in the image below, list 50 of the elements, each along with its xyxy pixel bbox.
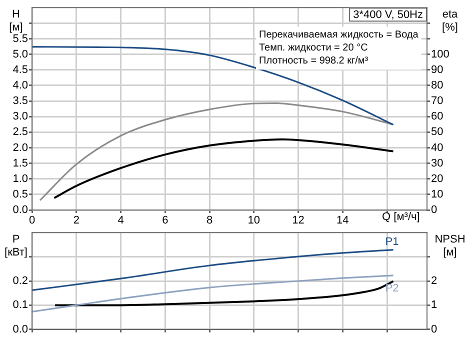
y2-tick-label: 90 bbox=[431, 64, 444, 76]
chart-title: 3*400 V, 50Hz bbox=[353, 9, 424, 22]
y2-tick-label: 30 bbox=[431, 157, 444, 170]
line-series bbox=[53, 138, 394, 200]
y2-tick-label: 0 bbox=[431, 323, 438, 336]
y-tick-label: 5.5 bbox=[12, 32, 28, 45]
x-tick-label: 12 bbox=[292, 214, 304, 227]
series-label: P1 bbox=[385, 236, 399, 248]
y2-tick-label: 100 bbox=[431, 48, 450, 60]
x-tick-label: 2 bbox=[73, 214, 80, 227]
y-tick-label: 1.0 bbox=[12, 172, 28, 185]
y-tick-label: 3.5 bbox=[12, 95, 28, 108]
y-tick-label: 0.1 bbox=[12, 299, 28, 312]
annotation: Плотность = 998.2 кг/м³ bbox=[259, 55, 369, 66]
y-axis-title: P [кВт] bbox=[4, 234, 28, 259]
y2-tick-label: 70 bbox=[431, 95, 444, 108]
x-tick-label: 10 bbox=[248, 214, 260, 227]
line-series bbox=[39, 102, 394, 202]
x-tick-label: 14 bbox=[336, 214, 349, 227]
y2-tick-label: 2 bbox=[431, 275, 438, 288]
x-tick-label: 8 bbox=[206, 214, 213, 227]
y-tick-label: 0.2 bbox=[12, 275, 28, 288]
y-tick-label: 0.0 bbox=[12, 204, 28, 216]
y-tick-label: 1.5 bbox=[12, 157, 28, 170]
y2-tick-label: 0 bbox=[431, 204, 438, 216]
y-tick-label: 2.0 bbox=[12, 142, 28, 154]
y-tick-label: 0.0 bbox=[12, 323, 28, 336]
annotation: Перекачиваемая жидкость = Вода bbox=[259, 29, 419, 40]
series-label: P2 bbox=[385, 282, 399, 294]
y2-tick-label: 1 bbox=[431, 299, 438, 312]
annotation: Темп. жидкости = 20 °C bbox=[259, 42, 368, 54]
y2-tick-label: 40 bbox=[431, 142, 444, 154]
y-tick-label: 0.5 bbox=[12, 188, 28, 200]
y-tick-label: 5.0 bbox=[12, 48, 28, 60]
x-tick-label: 4 bbox=[118, 214, 124, 227]
y2-tick-label: 60 bbox=[431, 110, 444, 123]
y2-tick-label: 20 bbox=[431, 172, 444, 185]
y2-tick-label: 50 bbox=[431, 126, 444, 138]
y-tick-label: 4.0 bbox=[12, 79, 28, 92]
x-tick-label: 6 bbox=[162, 214, 168, 227]
y-tick-label: 2.5 bbox=[12, 126, 28, 138]
y-tick-label: 3.0 bbox=[12, 110, 28, 123]
y2-tick-label: 80 bbox=[431, 79, 444, 92]
y-axis-title: H [м] bbox=[9, 8, 23, 34]
y2-axis-title: eta [%] bbox=[442, 8, 459, 34]
x-axis-title: Q [м³/ч] bbox=[382, 211, 420, 224]
y-tick-label: 4.5 bbox=[12, 64, 28, 76]
y2-tick-label: 10 bbox=[431, 188, 444, 200]
x-tick-label: 0 bbox=[28, 214, 36, 227]
y2-axis-title: NPSH [м] bbox=[434, 234, 466, 259]
